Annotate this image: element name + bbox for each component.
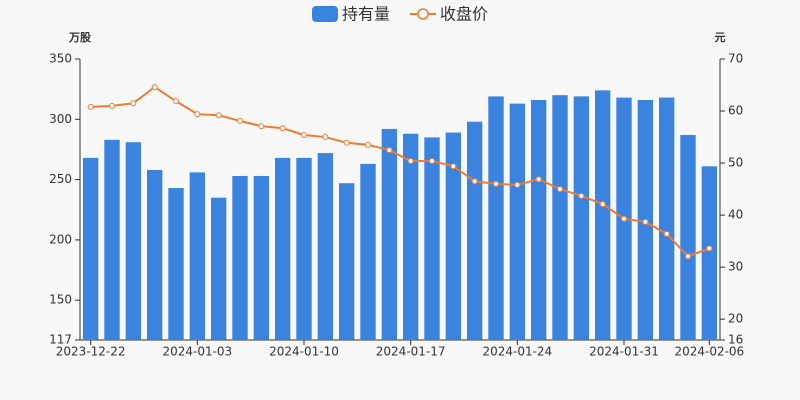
line-point: [535, 176, 542, 183]
bar: [594, 90, 611, 340]
bar: [104, 139, 120, 340]
line-point: [151, 84, 158, 91]
bar: [658, 97, 675, 340]
line-point: [493, 180, 499, 187]
legend-label: 收盘价: [440, 5, 488, 24]
line-point: [386, 147, 393, 154]
line-point: [173, 98, 179, 105]
line-point: [599, 201, 606, 208]
bar: [82, 157, 99, 340]
line-point: [322, 134, 329, 141]
line-point: [621, 215, 627, 222]
x-tick-label: 2024-01-17: [376, 345, 446, 359]
bar: [146, 169, 163, 340]
line-point: [87, 103, 94, 110]
x-tick-label: 2023-12-22: [56, 345, 126, 359]
bar: [573, 96, 590, 341]
legend-swatch-point: [417, 8, 429, 20]
bar: [253, 175, 270, 340]
y-tick-label: 150: [49, 293, 72, 307]
bar: [402, 133, 419, 340]
bar: [381, 128, 398, 340]
y2-tick-label: 30: [728, 260, 743, 274]
bar: [488, 96, 504, 341]
bar: [424, 137, 440, 340]
line: [90, 85, 710, 258]
bar: [125, 142, 142, 340]
line-point: [429, 157, 435, 164]
line-point: [237, 117, 243, 124]
y2-tick-label: 20: [728, 312, 743, 326]
y2-tick-label: 50: [728, 156, 743, 170]
y-tick-label: 300: [49, 112, 72, 126]
y-tick-label: 200: [49, 232, 72, 246]
y-tick-label: 117: [49, 333, 72, 347]
line-point: [642, 218, 649, 225]
bar: [466, 121, 483, 340]
bar: [168, 188, 184, 340]
line-point: [194, 111, 201, 118]
line-point: [215, 112, 222, 119]
bar: [680, 134, 696, 340]
line-point: [663, 230, 670, 237]
line-point: [450, 163, 457, 170]
line-point: [130, 100, 137, 107]
bar: [530, 100, 547, 340]
bar: [338, 183, 355, 340]
bar: [210, 197, 227, 340]
y2-axis-unit: 元: [715, 31, 726, 44]
y2-tick-label: 60: [728, 104, 743, 118]
y-axis-unit: 万股: [68, 31, 92, 44]
y2-tick-label: 16: [728, 333, 743, 347]
bar: [296, 157, 312, 340]
y2-tick-label: 70: [728, 52, 743, 66]
bar: [189, 172, 206, 340]
x-tick-label: 2024-01-31: [589, 345, 659, 359]
line-point: [258, 123, 265, 130]
legend-label: 持有量: [342, 5, 390, 24]
bar: [274, 157, 291, 340]
line-point: [471, 178, 478, 185]
line-point: [279, 125, 286, 132]
line-point: [407, 157, 414, 164]
legend-swatch: [312, 6, 338, 22]
bar: [552, 95, 568, 340]
bar: [360, 163, 376, 340]
x-tick-label: 2024-01-10: [269, 345, 339, 359]
bar: [317, 153, 334, 340]
bar: [509, 103, 526, 340]
bar: [232, 175, 248, 340]
line-point: [301, 131, 307, 138]
y2-tick-label: 40: [728, 208, 743, 222]
line-point: [343, 139, 350, 146]
line-point: [514, 181, 521, 188]
bar: [701, 166, 718, 340]
x-tick-label: 2024-01-03: [162, 345, 232, 359]
bar: [445, 132, 462, 340]
line-point: [557, 186, 563, 193]
line-point: [578, 192, 585, 199]
line-point: [706, 245, 713, 252]
y-tick-label: 350: [49, 52, 72, 66]
x-tick-label: 2024-01-24: [482, 345, 552, 359]
line-point: [685, 253, 691, 260]
line-point: [365, 141, 371, 148]
line-point: [109, 102, 115, 109]
y-tick-label: 250: [49, 172, 72, 186]
x-tick-label: 2024-02-06: [674, 345, 744, 359]
